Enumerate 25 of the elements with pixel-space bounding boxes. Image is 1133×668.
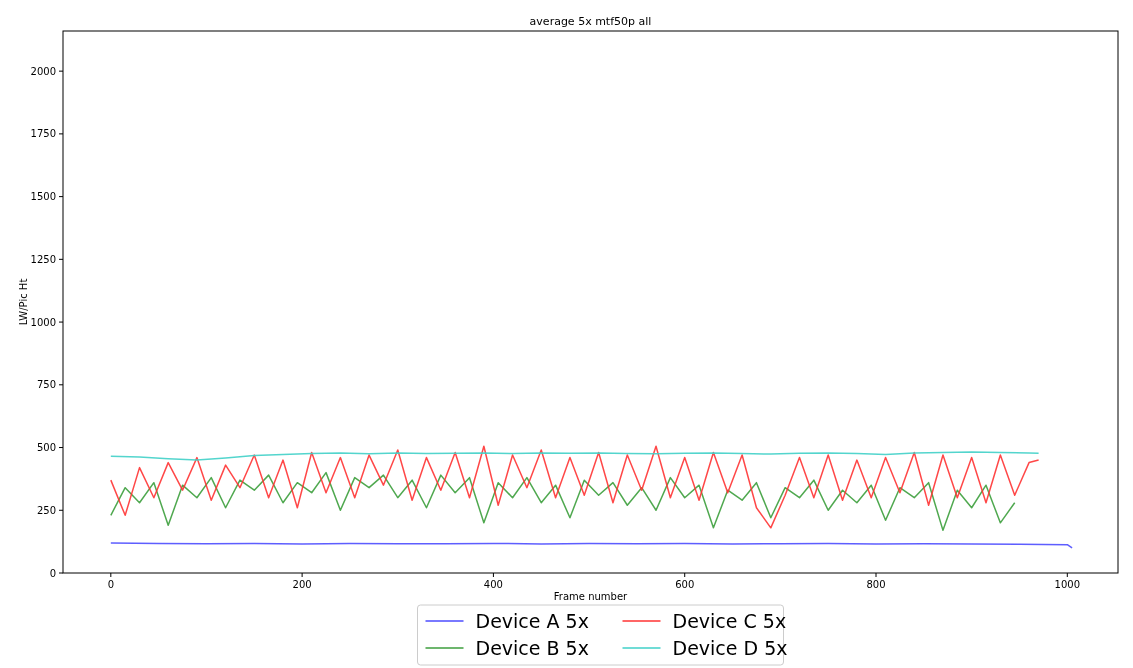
y-tick-label: 1750 [30, 128, 56, 140]
y-tick-label: 0 [49, 567, 56, 579]
legend-label: Device C 5x [672, 610, 787, 632]
x-tick-label: 200 [292, 579, 312, 590]
x-tick-label: 1000 [1054, 579, 1081, 590]
line-series [110, 451, 1040, 461]
x-tick-label: 0 [107, 579, 115, 590]
x-tick-label: 400 [483, 579, 503, 590]
x-tick-label: 800 [866, 579, 886, 590]
y-tick-label: 1250 [30, 253, 56, 265]
chart-title: average 5x mtf50p all [529, 15, 652, 28]
x-axis-title: Frame number [553, 591, 629, 602]
y-tick-label: 1000 [30, 316, 56, 328]
legend-label: Device A 5x [475, 610, 589, 632]
y-tick-label: 500 [36, 442, 56, 454]
y-tick-label: 1500 [30, 191, 56, 203]
y-axis-title: LW/Pic Ht [18, 278, 29, 326]
legend-label: Device B 5x [475, 637, 589, 659]
y-tick-label: 250 [36, 504, 56, 516]
y-tick-label: 750 [36, 379, 56, 391]
x-tick-label: 600 [675, 579, 695, 590]
legend-label: Device D 5x [672, 637, 788, 659]
line-series [110, 471, 1016, 532]
line-series [110, 445, 1040, 529]
y-tick-label: 2000 [30, 65, 56, 77]
